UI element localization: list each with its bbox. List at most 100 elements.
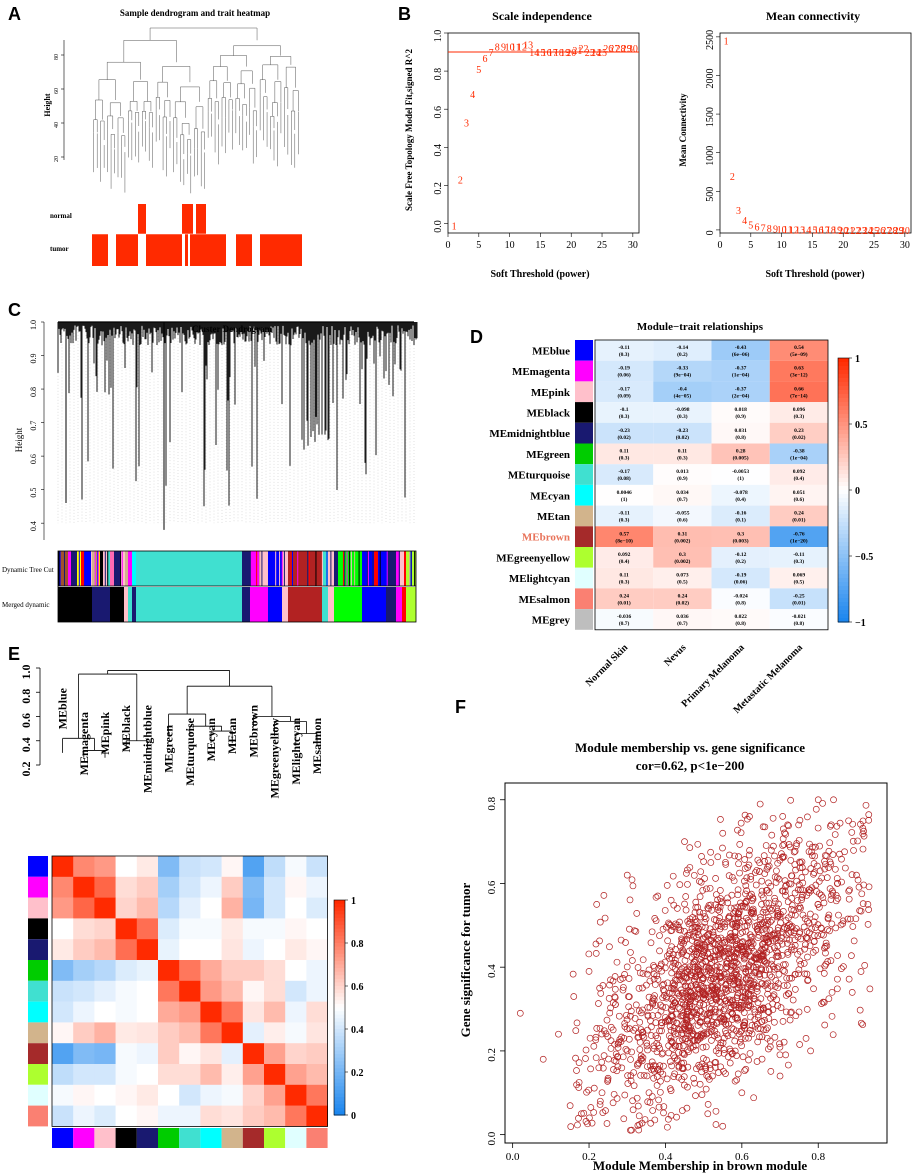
f-point bbox=[764, 1008, 772, 1015]
f-point bbox=[831, 865, 839, 873]
f-y-tick-label: 0.0 bbox=[486, 1131, 498, 1145]
f-point bbox=[688, 945, 696, 953]
e-heat-cell bbox=[200, 856, 222, 878]
b1-point-label: 17 bbox=[548, 48, 558, 59]
e-heat-cell bbox=[242, 918, 265, 940]
e-row-swatch bbox=[28, 1064, 48, 1085]
e-legend-step bbox=[334, 1029, 345, 1034]
f-point bbox=[800, 960, 808, 967]
f-point bbox=[643, 970, 651, 978]
d-heat-cell bbox=[769, 567, 828, 589]
f-point bbox=[756, 800, 764, 808]
a-heat-white bbox=[206, 204, 302, 234]
f-point bbox=[570, 993, 578, 1000]
f-point bbox=[664, 1123, 671, 1131]
f-point bbox=[628, 876, 636, 884]
f-point bbox=[764, 990, 771, 998]
e-heat-cell bbox=[242, 1105, 265, 1127]
c-dynamic-cut-stripe bbox=[104, 551, 106, 586]
f-point bbox=[727, 904, 735, 912]
e-heat-cell bbox=[115, 1022, 138, 1044]
e-heat-cell bbox=[200, 1043, 222, 1065]
panel-c-label: C bbox=[8, 300, 21, 320]
b1-point-label: 13 bbox=[523, 40, 533, 51]
f-point bbox=[659, 986, 667, 993]
f-point bbox=[595, 1064, 603, 1072]
d-cell-p: (0.7) bbox=[677, 496, 688, 503]
e-heat-cell bbox=[94, 876, 116, 898]
f-point bbox=[801, 915, 809, 922]
d-heat-cell bbox=[711, 588, 770, 610]
e-heat-cell bbox=[285, 960, 307, 982]
f-point bbox=[681, 1051, 688, 1059]
f-point bbox=[787, 946, 795, 954]
f-point bbox=[688, 937, 696, 944]
e-leaf-label: MEmagenta bbox=[77, 712, 91, 775]
e-leaf-label: MEgreen bbox=[162, 725, 176, 773]
f-point bbox=[727, 1008, 735, 1016]
e-heat-cell bbox=[221, 939, 244, 961]
c-dynamic-cut-stripe bbox=[387, 551, 389, 586]
f-point bbox=[774, 949, 782, 957]
b2-point-label: 4 bbox=[742, 216, 747, 227]
f-point bbox=[592, 1054, 600, 1062]
b2-frame bbox=[719, 32, 912, 234]
f-point bbox=[771, 894, 778, 902]
f-point bbox=[804, 917, 811, 925]
d-legend-step bbox=[838, 422, 849, 427]
f-point bbox=[790, 946, 798, 953]
f-point bbox=[837, 921, 845, 929]
f-point bbox=[762, 926, 770, 934]
f-point bbox=[840, 963, 847, 970]
b1-point-label: 22 bbox=[579, 44, 589, 55]
f-point bbox=[702, 915, 710, 923]
e-heat-cell bbox=[285, 1084, 307, 1106]
b1-point-label: 25 bbox=[597, 48, 607, 59]
e-heat-cell bbox=[158, 1084, 180, 1106]
f-point bbox=[627, 1126, 634, 1134]
e-heat-cell bbox=[94, 980, 116, 1002]
f-point bbox=[838, 965, 845, 972]
b1-point-label: 30 bbox=[628, 44, 638, 55]
f-point bbox=[796, 816, 804, 824]
c-dynamic-cut-stripe bbox=[291, 551, 293, 586]
f-point bbox=[828, 920, 836, 928]
f-point bbox=[650, 970, 658, 978]
f-point bbox=[698, 1068, 705, 1076]
f-point bbox=[732, 935, 739, 943]
d-legend-step bbox=[838, 550, 849, 555]
c-y-tick-label: 0.9 bbox=[29, 354, 38, 364]
f-point bbox=[786, 936, 793, 944]
f-point bbox=[779, 1017, 787, 1025]
f-point bbox=[776, 1051, 784, 1059]
f-point bbox=[684, 880, 691, 888]
trait-label-normal: normal bbox=[50, 212, 72, 220]
f-point bbox=[582, 1055, 589, 1062]
d-heat-cell bbox=[595, 505, 654, 527]
f-point bbox=[601, 914, 609, 922]
f-point bbox=[644, 1026, 651, 1034]
b2-point-label: 2 bbox=[730, 172, 735, 183]
f-point bbox=[668, 1062, 676, 1070]
f-point bbox=[657, 1068, 664, 1076]
f-point bbox=[819, 799, 826, 807]
f-point bbox=[806, 886, 813, 893]
f-point bbox=[733, 1076, 741, 1084]
d-heat-cell bbox=[711, 609, 770, 630]
e-legend-step bbox=[334, 928, 345, 933]
f-point bbox=[780, 961, 787, 969]
f-point bbox=[667, 921, 674, 929]
f-point bbox=[805, 919, 813, 927]
e-heat-cell bbox=[242, 1084, 265, 1106]
d-heat-cell bbox=[769, 547, 828, 568]
c-dynamic-cut-block bbox=[404, 551, 406, 586]
f-point bbox=[704, 1029, 712, 1036]
c-merged-dynamic-block bbox=[92, 587, 110, 622]
c-dynamic-cut-stripe bbox=[372, 551, 374, 586]
d-legend-step bbox=[838, 478, 849, 483]
f-point bbox=[859, 824, 867, 832]
e-heat-cell bbox=[285, 897, 307, 919]
f-point bbox=[745, 918, 753, 926]
